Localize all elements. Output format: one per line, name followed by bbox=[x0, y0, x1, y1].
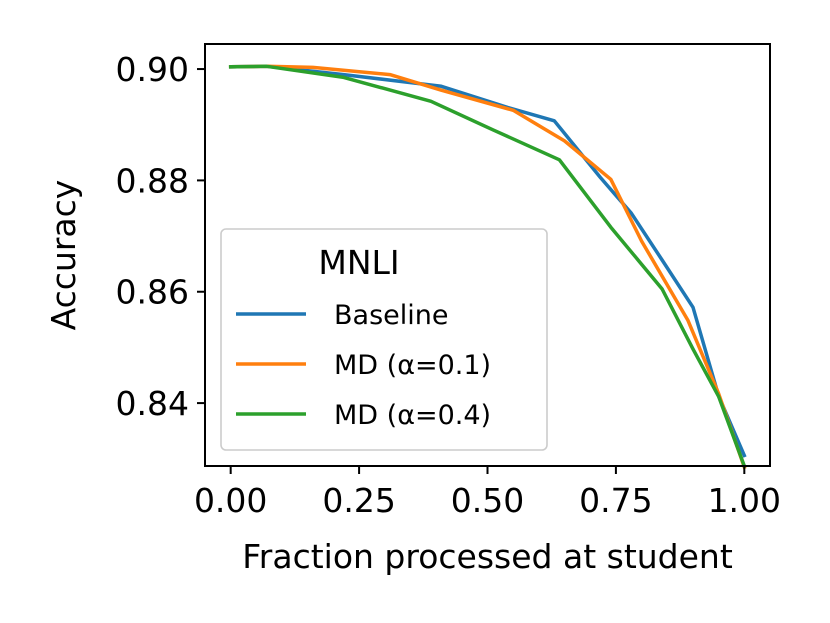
x-tick-label: 0.75 bbox=[579, 481, 652, 520]
series-line-3 bbox=[228, 64, 747, 469]
x-tick-label: 0.00 bbox=[194, 481, 267, 520]
legend-label-1: Baseline bbox=[334, 300, 448, 331]
y-tick-label: 0.88 bbox=[116, 161, 189, 200]
ticks-layer: 0.00 0.25 0.50 0.75 1.00 0.84 0.86 0.88 0.90 bbox=[116, 50, 782, 520]
x-tick-label: 0.25 bbox=[322, 481, 395, 520]
x-axis-label: Fraction processed at student bbox=[242, 537, 733, 576]
y-tick-label: 0.84 bbox=[116, 384, 189, 423]
series-line-1 bbox=[228, 64, 747, 458]
x-tick-label: 1.00 bbox=[708, 481, 781, 520]
legend-label-2: MD (α=0.1) bbox=[334, 350, 491, 381]
x-tick-label: 0.50 bbox=[451, 481, 524, 520]
legend: MNLI Baseline MD (α=0.1) MD (α=0.4) bbox=[220, 228, 548, 451]
series-layer bbox=[228, 64, 747, 470]
y-axis-label: Accuracy bbox=[44, 180, 83, 331]
series-line-2 bbox=[228, 64, 747, 470]
legend-title: MNLI bbox=[318, 243, 399, 282]
legend-items: Baseline MD (α=0.1) MD (α=0.4) bbox=[236, 300, 491, 431]
legend-label-3: MD (α=0.4) bbox=[334, 400, 491, 431]
y-tick-label: 0.86 bbox=[116, 273, 189, 312]
y-tick-label: 0.90 bbox=[116, 50, 189, 89]
legend-box bbox=[220, 228, 548, 451]
